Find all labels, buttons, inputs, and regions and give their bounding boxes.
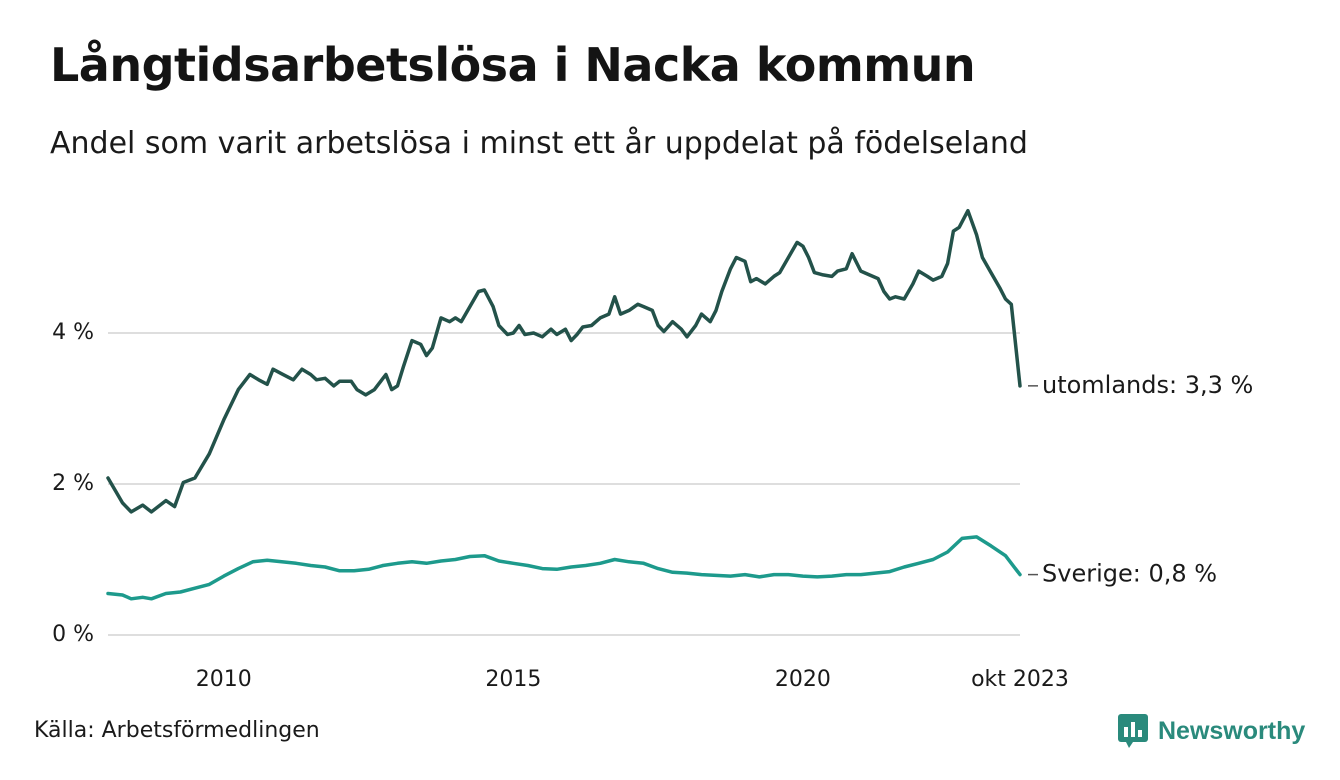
- gridlines: [108, 332, 1020, 636]
- brand-name: Newsworthy: [1158, 716, 1306, 745]
- x-tick-label-2: 2020: [775, 667, 831, 692]
- x-tick-label-0: 2010: [196, 667, 252, 692]
- x-tick-label-3: okt 2023: [971, 667, 1069, 692]
- newsworthy-logo-icon: [1118, 714, 1148, 748]
- chart-subtitle: Andel som varit arbetslösa i minst ett å…: [50, 126, 1028, 161]
- source-note: Källa: Arbetsförmedlingen: [34, 718, 320, 743]
- y-tick-label-1: 2 %: [52, 471, 94, 496]
- x-axis-ticks: 2010 2015 2020 okt 2023: [196, 667, 1069, 692]
- x-tick-label-1: 2015: [485, 667, 541, 692]
- y-tick-label-0: 0 %: [52, 622, 94, 647]
- series-line-sverige: [106, 535, 1022, 601]
- series-label-utomlands: utomlands: 3,3 %: [1042, 371, 1253, 399]
- y-tick-label-2: 4 %: [52, 320, 94, 345]
- series-label-sverige: Sverige: 0,8 %: [1042, 560, 1217, 588]
- series-line-utomlands: [106, 208, 1022, 514]
- brand-logo[interactable]: Newsworthy: [1118, 714, 1305, 748]
- y-axis-ticks: 0 % 2 % 4 %: [52, 320, 94, 647]
- chart-title: Långtidsarbetslösa i Nacka kommun: [50, 38, 976, 92]
